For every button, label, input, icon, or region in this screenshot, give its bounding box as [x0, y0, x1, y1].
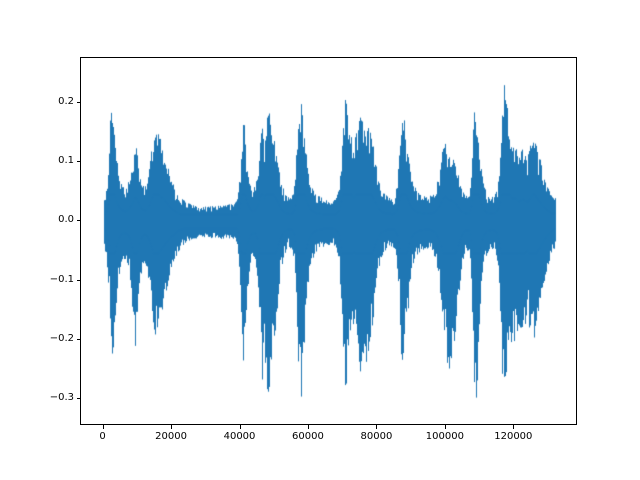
x-tick-label: 120000 [494, 431, 533, 442]
y-tick-label: 0.0 [58, 214, 74, 226]
y-tick-mark [76, 398, 80, 400]
y-tick-mark [76, 101, 80, 103]
x-tick-mark [307, 425, 309, 429]
y-tick-mark [76, 161, 80, 162]
x-tick-label: 60000 [292, 431, 324, 442]
y-tick-label: −0.1 [49, 273, 74, 285]
x-tick-label: 40000 [223, 431, 256, 442]
y-tick-label: 0.1 [58, 155, 74, 166]
x-tick-mark [444, 425, 446, 429]
y-tick-label: −0.3 [49, 392, 74, 404]
x-tick-label: 20000 [155, 431, 187, 442]
y-tick-label: 0.2 [58, 95, 74, 107]
x-tick-mark [376, 425, 378, 429]
x-tick-mark [239, 425, 241, 429]
x-tick-label: 80000 [360, 431, 393, 442]
y-tick-label: −0.2 [49, 332, 74, 344]
x-tick-mark [171, 425, 173, 429]
y-tick-mark [76, 220, 80, 222]
x-tick-label: 0 [99, 431, 106, 442]
waveform-canvas [81, 58, 578, 426]
y-tick-mark [76, 279, 80, 281]
x-tick-mark [102, 425, 104, 429]
y-tick-mark [76, 338, 80, 340]
plot-axes [80, 57, 578, 426]
x-tick-mark [513, 425, 515, 429]
x-tick-label: 100000 [425, 431, 464, 442]
